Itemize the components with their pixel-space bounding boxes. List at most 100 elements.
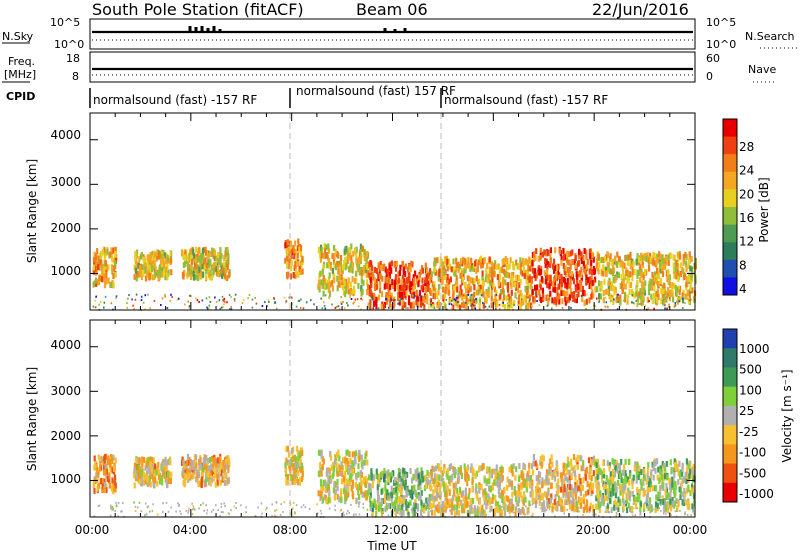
heatmap-cell [196,477,199,484]
heatmap-cell [568,469,571,476]
ground-scatter-cell [261,512,263,515]
heatmap-cell [387,295,390,302]
heatmap-cell [351,289,354,296]
ground-scatter-cell [190,295,192,298]
heatmap-cell [372,502,375,508]
heatmap-cell [408,277,411,284]
heatmap-cell [110,247,113,254]
heatmap-cell [682,259,685,266]
heatmap-cell [300,476,303,482]
heatmap-cell [641,259,644,266]
heatmap-cell [535,494,538,501]
colorbar-tick-label: 8 [739,258,747,272]
heatmap-cell [196,274,199,281]
heatmap-cell [102,477,105,484]
heatmap-cell [619,299,622,306]
heatmap-cell [137,262,140,269]
heatmap-cell [336,493,339,500]
heatmap-cell [166,255,169,262]
heatmap-cell [547,490,550,497]
heatmap-cell [135,457,138,464]
heatmap-cell [630,263,633,270]
heatmap-cell [616,251,619,258]
heatmap-cell [670,467,673,474]
heatmap-cell [660,474,663,481]
ground-scatter-cell [588,510,591,513]
heatmap-cell [348,266,351,273]
heatmap-cell [317,247,320,254]
heatmap-cell [411,493,414,500]
heatmap-cell [681,466,684,472]
heatmap-cell [589,481,592,488]
ground-scatter-cell [470,293,473,296]
heatmap-cell [493,298,496,305]
heatmap-cell [643,468,646,475]
heatmap-cell [435,492,438,499]
heatmap-cell [526,285,529,292]
heatmap-cell [564,265,567,272]
heatmap-cell [191,464,194,471]
ground-scatter-cell [230,509,232,512]
heatmap-cell [431,465,434,472]
ground-scatter-cell [585,307,587,310]
heatmap-cell [519,509,522,515]
heatmap-cell [424,262,427,269]
ground-scatter-cell [529,503,532,506]
heatmap-cell [584,474,588,481]
heatmap-cell [564,295,567,302]
ground-scatter-cell [221,295,224,298]
heatmap-cell [541,477,544,484]
heatmap-cell [471,303,474,310]
heatmap-cell [616,262,619,268]
heatmap-cell [409,281,412,288]
heatmap-cell [387,476,390,483]
heatmap-cell [503,294,506,301]
ground-scatter-cell [356,298,359,301]
heatmap-cell [653,260,656,267]
ground-scatter-cell [525,306,527,309]
heatmap-cell [138,458,141,465]
ground-scatter-cell [282,511,284,514]
heatmap-cell [370,468,373,475]
heatmap-cell [686,487,689,494]
heatmap-cell [446,467,449,474]
heatmap-cell [149,268,152,274]
heatmap-cell [635,503,638,509]
heatmap-cell [452,505,455,512]
heatmap-cell [531,493,534,500]
heatmap-cell [499,282,502,288]
heatmap-cell [597,268,600,275]
heatmap-cell [623,274,626,280]
heatmap-cell [104,469,107,476]
heatmap-cell [375,473,378,480]
heatmap-cell [358,494,361,501]
heatmap-cell [363,249,366,255]
heatmap-cell [653,275,656,282]
heatmap-cell [375,303,378,310]
ground-scatter-cell [247,297,249,300]
heatmap-cell [291,249,294,255]
heatmap-cell [348,246,351,253]
heatmap-cell [415,471,418,478]
heatmap-cell [208,465,211,472]
heatmap-cell [409,468,412,474]
heatmap-cell [205,480,208,487]
colorbar-tick-label: 4 [739,282,747,296]
heatmap-cell [359,474,362,481]
heatmap-cell [613,285,616,292]
heatmap-cell [446,282,449,289]
ground-scatter-cell [191,502,193,505]
heatmap-cell [158,266,161,273]
heatmap-cell [553,286,557,293]
heatmap-cell [623,464,626,471]
heatmap-cell [398,486,401,493]
ground-scatter-cell [639,513,641,516]
heatmap-cell [185,468,189,475]
heatmap-cell [285,457,288,464]
heatmap-cell [370,281,373,288]
heatmap-cell [448,464,451,471]
heatmap-cell [373,266,376,273]
heatmap-cell [184,478,187,485]
heatmap-cell [550,493,553,500]
heatmap-cell [360,284,363,291]
